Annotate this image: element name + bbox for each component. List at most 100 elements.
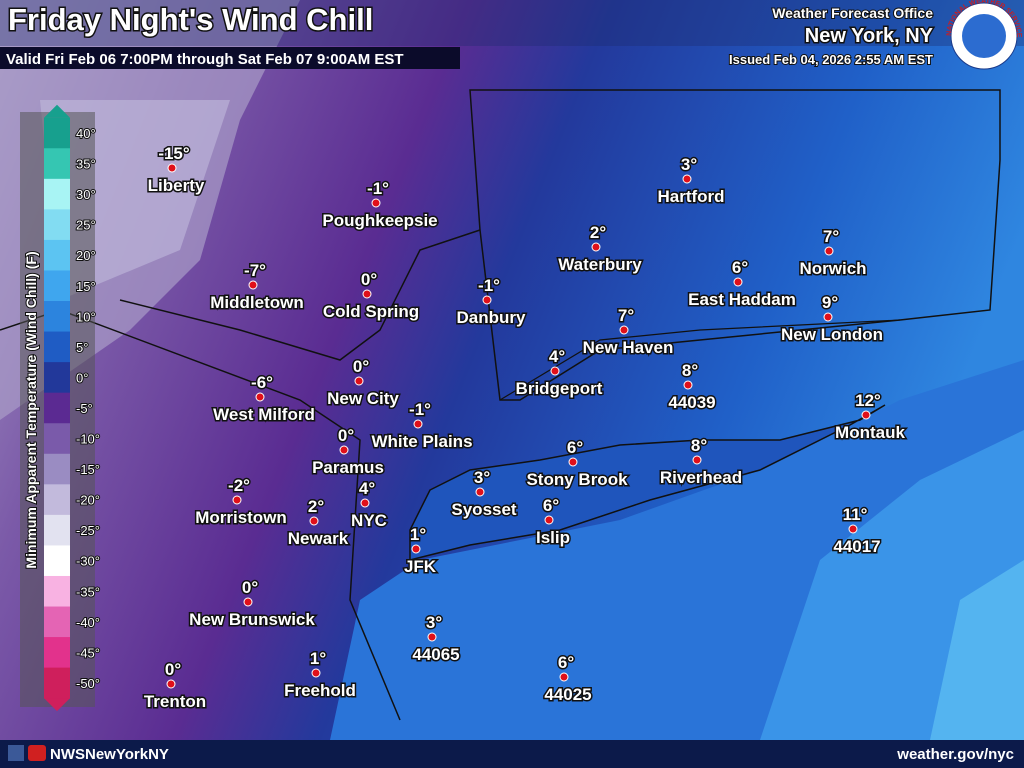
legend-swatch [44, 392, 70, 424]
station-dot [167, 163, 177, 173]
station-temp: 9° [822, 293, 838, 312]
station-name: Bridgeport [516, 379, 603, 398]
station-name: 44017 [833, 537, 880, 556]
ocean-warmest [930, 560, 1024, 740]
legend-swatch [44, 117, 70, 149]
legend-label: -15° [76, 462, 100, 477]
station-name: Paramus [312, 458, 384, 477]
station-name: West Milford [213, 405, 315, 424]
station-temp: 1° [310, 649, 326, 668]
facebook-icon[interactable] [8, 745, 24, 761]
station-temp: -2° [228, 476, 250, 495]
station-name: NYC [351, 511, 387, 530]
station-temp: 0° [361, 270, 377, 289]
station-dot [848, 524, 858, 534]
station-name: Stony Brook [526, 470, 628, 489]
nws-logo-inner [962, 14, 1006, 58]
legend-swatch [44, 301, 70, 333]
legend-label: 15° [76, 279, 96, 294]
station-temp: 7° [823, 227, 839, 246]
station-temp: 6° [558, 653, 574, 672]
station-name: New City [327, 389, 399, 408]
station-temp: -1° [478, 276, 500, 295]
station-temp: -1° [409, 400, 431, 419]
station-temp: 0° [353, 357, 369, 376]
title-band [0, 0, 1024, 46]
legend-swatch [44, 178, 70, 210]
station-dot [354, 376, 364, 386]
legend-label: -20° [76, 493, 100, 508]
station-temp: 7° [618, 306, 634, 325]
legend-label: 35° [76, 157, 96, 172]
station-name: Waterbury [558, 255, 642, 274]
station-name: Riverhead [660, 468, 742, 487]
station-temp: 3° [474, 468, 490, 487]
legend-label: -30° [76, 554, 100, 569]
legend-label: -45° [76, 645, 100, 660]
station-dot [482, 295, 492, 305]
station-dot [360, 498, 370, 508]
social-handle[interactable]: NWSNewYorkNY [50, 746, 169, 763]
station-temp: 1° [410, 525, 426, 544]
station-name: White Plains [371, 432, 472, 451]
legend-swatch [44, 667, 70, 699]
legend-swatch [44, 484, 70, 516]
legend-swatch [44, 545, 70, 577]
legend-label: 5° [76, 340, 88, 355]
station-temp: 3° [426, 613, 442, 632]
state-line [119, 229, 481, 361]
station-name: New London [781, 325, 883, 344]
valid-time: Valid Fri Feb 06 7:00PM through Sat Feb … [6, 51, 404, 68]
station-dot [824, 246, 834, 256]
legend-swatch [44, 637, 70, 669]
legend-label: -5° [76, 401, 93, 416]
station-name: Morristown [195, 508, 287, 527]
station-dot [339, 445, 349, 455]
station-dot [243, 597, 253, 607]
station-temp: 0° [165, 660, 181, 679]
station-dot [232, 495, 242, 505]
station-name: Newark [288, 529, 349, 548]
title: Friday Night's Wind Chill [8, 2, 373, 37]
legend-swatch [44, 575, 70, 608]
station-name: Trenton [144, 692, 206, 711]
station-dot [248, 280, 258, 290]
station-temp: -15° [158, 144, 190, 163]
legend-label: 40° [76, 126, 96, 141]
station-name: Freehold [284, 681, 356, 700]
station-temp: 8° [682, 361, 698, 380]
station-dot [411, 544, 421, 554]
station-dot [371, 198, 381, 208]
long-island [409, 404, 886, 561]
station-dot [309, 516, 319, 526]
issued: Issued Feb 04, 2026 2:55 AM EST [729, 52, 933, 67]
station-dot [427, 632, 437, 642]
website[interactable]: weather.gov/nyc [896, 746, 1014, 763]
office-line: Weather Forecast Office [772, 5, 933, 21]
station-dot [692, 455, 702, 465]
legend-label: 0° [76, 370, 88, 385]
legend-label: 30° [76, 187, 96, 202]
station-temp: 12° [855, 391, 881, 410]
station-temp: -6° [251, 373, 273, 392]
station-temp: 4° [359, 479, 375, 498]
station-name: Norwich [799, 259, 866, 278]
station-dot [619, 325, 629, 335]
station-name: Danbury [457, 308, 527, 327]
legend-label: -40° [76, 615, 100, 630]
station-dot [255, 392, 265, 402]
legend: 40° 35° 30° 25° 20° 15° 10° 5° 0° -5° -10° -15° -20°… [44, 104, 101, 712]
station-name: Montauk [835, 423, 905, 442]
legend-arrow-bottom [44, 698, 70, 712]
station-dot [550, 366, 560, 376]
station-temp: 2° [590, 223, 606, 242]
station-temp: 6° [732, 258, 748, 277]
station-temp: 6° [543, 496, 559, 515]
station-name: New Brunswick [189, 610, 315, 629]
office: New York, NY [805, 25, 934, 47]
valid-band [0, 47, 460, 69]
youtube-icon[interactable] [28, 745, 46, 761]
station-name: Hartford [657, 187, 724, 206]
legend-label: -25° [76, 523, 100, 538]
